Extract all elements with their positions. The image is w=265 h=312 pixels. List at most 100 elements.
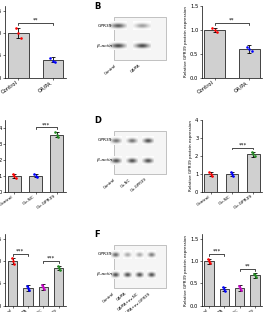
Point [215, 30, 219, 35]
Point [250, 49, 254, 54]
Point [12, 173, 16, 178]
Point [207, 169, 211, 174]
Y-axis label: Relative GPR39 protein expression: Relative GPR39 protein expression [189, 120, 193, 192]
Point [210, 25, 214, 30]
Point [41, 285, 45, 290]
Bar [226, 174, 238, 192]
Point [253, 154, 257, 159]
Point [254, 275, 258, 280]
Text: B: B [94, 2, 100, 11]
Bar [114, 17, 166, 60]
Point [10, 256, 14, 261]
Text: ***: *** [47, 256, 55, 261]
Text: Control: Control [104, 63, 117, 76]
Point [27, 288, 31, 293]
Text: **: ** [245, 264, 250, 269]
Point [207, 259, 211, 264]
Text: ***: *** [42, 122, 50, 127]
Point [42, 287, 46, 292]
Bar [114, 245, 166, 288]
Point [53, 130, 58, 135]
Point [209, 171, 213, 176]
Point [55, 264, 60, 269]
Point [25, 283, 29, 288]
Point [231, 173, 236, 178]
Point [56, 134, 60, 139]
Text: GPR39: GPR39 [98, 138, 112, 142]
Bar [235, 288, 244, 306]
Text: **: ** [33, 18, 38, 23]
Point [35, 175, 39, 180]
Point [230, 171, 234, 176]
Point [247, 46, 251, 51]
Point [51, 58, 55, 63]
Point [236, 283, 241, 288]
Text: GPR39: GPR39 [98, 252, 112, 256]
Point [55, 132, 59, 137]
Bar [51, 134, 63, 192]
Point [223, 288, 228, 293]
Text: OA/PA: OA/PA [116, 291, 127, 302]
Point [11, 259, 15, 264]
Bar [42, 60, 63, 78]
Point [252, 271, 256, 276]
Point [228, 169, 233, 174]
Bar [114, 131, 166, 174]
Bar [8, 261, 17, 306]
Point [48, 56, 52, 61]
Point [11, 171, 15, 176]
Point [238, 288, 243, 293]
Text: ***: *** [238, 142, 247, 147]
Point [32, 172, 36, 177]
Point [12, 262, 16, 267]
Text: ***: *** [213, 249, 221, 254]
Bar [39, 287, 48, 306]
Bar [8, 33, 29, 78]
Text: β-actin: β-actin [97, 272, 112, 276]
Text: **: ** [229, 18, 235, 23]
Point [237, 285, 242, 290]
Bar [220, 289, 229, 306]
Text: Ov-NC: Ov-NC [120, 178, 132, 188]
Text: ***: *** [16, 248, 24, 253]
Text: β-actin: β-actin [97, 44, 112, 48]
Bar [54, 268, 63, 306]
Text: D: D [94, 116, 101, 125]
Text: GPR39: GPR39 [98, 24, 112, 28]
Point [253, 273, 257, 278]
Bar [204, 30, 225, 78]
Y-axis label: Relative GPR39 protein expression: Relative GPR39 protein expression [184, 235, 188, 305]
Text: β-actin: β-actin [97, 158, 112, 162]
Point [56, 266, 61, 271]
Point [206, 256, 210, 261]
Text: Control: Control [102, 291, 116, 304]
Point [213, 27, 217, 32]
Bar [204, 174, 217, 192]
Point [33, 173, 38, 178]
Point [26, 285, 30, 290]
Text: OA/PA: OA/PA [130, 63, 141, 74]
Point [221, 285, 226, 290]
Text: Control: Control [103, 178, 116, 190]
Bar [204, 261, 214, 306]
Bar [239, 49, 260, 78]
Point [53, 60, 58, 65]
Point [222, 286, 227, 291]
Bar [247, 154, 260, 192]
Point [208, 261, 212, 266]
Text: Ov-GPR39: Ov-GPR39 [130, 178, 148, 193]
Point [245, 44, 249, 49]
Bar [29, 176, 42, 192]
Point [40, 282, 44, 287]
Point [251, 152, 255, 157]
Text: OA/PA+ov-NC: OA/PA+ov-NC [117, 291, 139, 312]
Point [210, 173, 214, 178]
Point [58, 267, 62, 272]
Point [16, 31, 20, 36]
Point [14, 25, 18, 30]
Point [250, 149, 254, 154]
Bar [8, 176, 21, 192]
Bar [250, 275, 260, 306]
Text: OA/PA+ov-GPR39: OA/PA+ov-GPR39 [123, 291, 152, 312]
Text: F: F [94, 230, 99, 239]
